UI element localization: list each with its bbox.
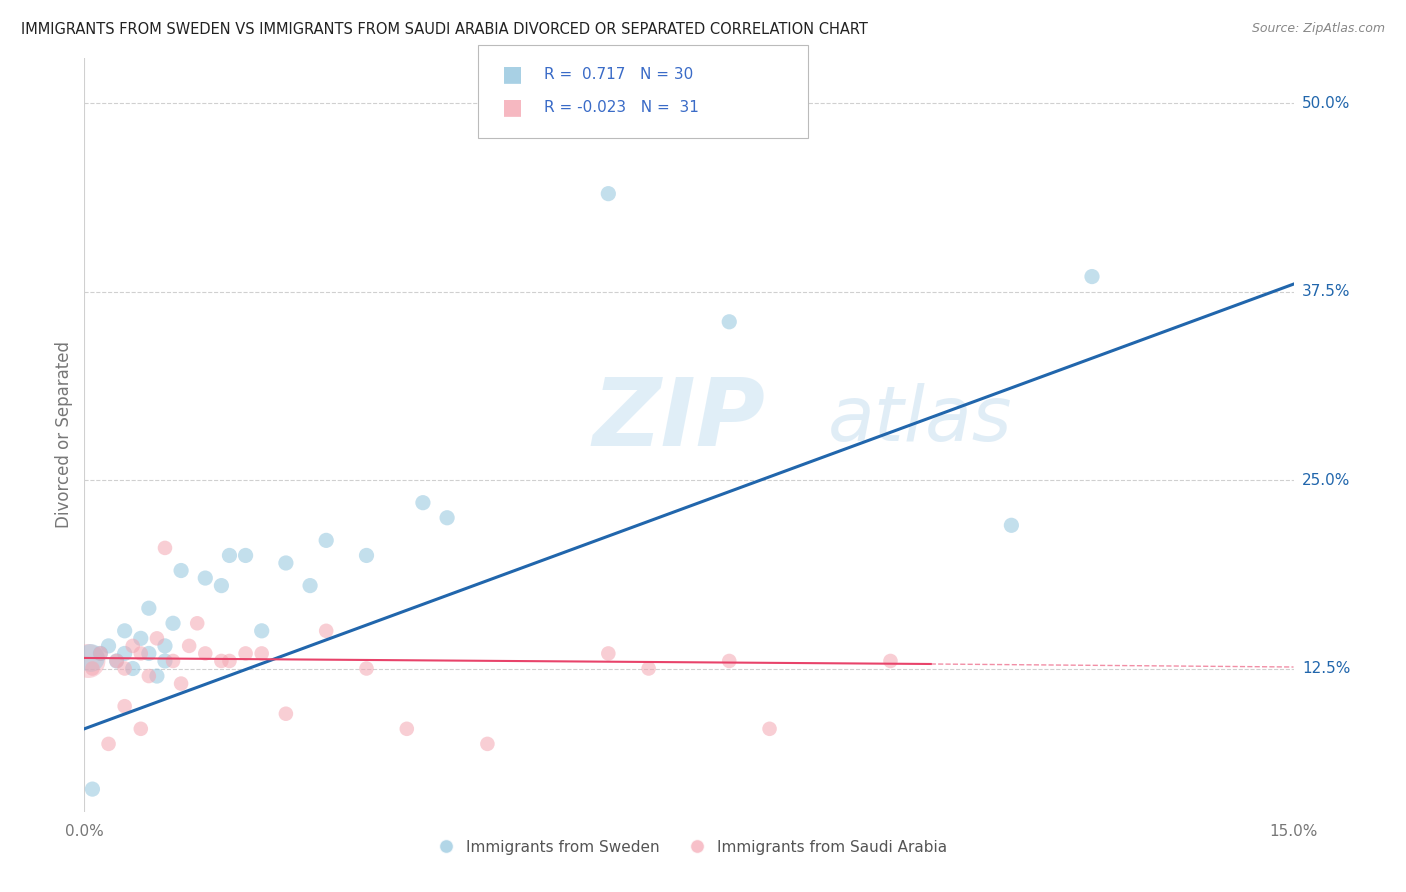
Point bbox=[637, 661, 659, 675]
Point bbox=[194, 571, 217, 585]
Text: ■: ■ bbox=[502, 97, 523, 117]
Point bbox=[97, 639, 120, 653]
Point bbox=[153, 639, 176, 653]
Point bbox=[209, 654, 232, 668]
Point bbox=[758, 722, 780, 736]
Point bbox=[1081, 269, 1104, 284]
Point bbox=[146, 669, 169, 683]
Point bbox=[146, 632, 169, 646]
Point bbox=[179, 639, 201, 653]
Point bbox=[356, 661, 378, 675]
Point bbox=[114, 624, 136, 638]
Point bbox=[436, 510, 458, 524]
Point bbox=[138, 601, 160, 615]
Text: ZIP: ZIP bbox=[592, 374, 765, 466]
Point bbox=[598, 647, 620, 661]
Legend: Immigrants from Sweden, Immigrants from Saudi Arabia: Immigrants from Sweden, Immigrants from … bbox=[425, 833, 953, 861]
Point bbox=[194, 647, 217, 661]
Point bbox=[77, 654, 100, 668]
Text: ■: ■ bbox=[502, 64, 523, 84]
Text: 12.5%: 12.5% bbox=[1302, 661, 1350, 676]
Point bbox=[89, 647, 111, 661]
Point bbox=[299, 578, 322, 592]
Point bbox=[477, 737, 499, 751]
Point bbox=[82, 782, 104, 797]
Point bbox=[412, 496, 434, 510]
Point bbox=[114, 699, 136, 714]
Point bbox=[114, 647, 136, 661]
Point bbox=[1000, 518, 1022, 533]
Point bbox=[82, 661, 104, 675]
Text: R = -0.023   N =  31: R = -0.023 N = 31 bbox=[544, 100, 699, 114]
Text: atlas: atlas bbox=[828, 383, 1012, 457]
Text: 37.5%: 37.5% bbox=[1302, 285, 1350, 299]
Point bbox=[718, 654, 741, 668]
Point bbox=[121, 661, 143, 675]
Point bbox=[138, 669, 160, 683]
Point bbox=[209, 578, 232, 592]
Point bbox=[598, 186, 620, 201]
Point bbox=[315, 624, 337, 638]
Point bbox=[315, 533, 337, 548]
Point bbox=[250, 624, 273, 638]
Point bbox=[274, 556, 297, 570]
Point bbox=[356, 549, 378, 563]
Text: 50.0%: 50.0% bbox=[1302, 95, 1350, 111]
Point bbox=[153, 654, 176, 668]
Point bbox=[89, 647, 111, 661]
Point bbox=[250, 647, 273, 661]
Point bbox=[80, 651, 103, 665]
Point bbox=[121, 639, 143, 653]
Point bbox=[170, 676, 193, 690]
Point bbox=[170, 564, 193, 578]
Point bbox=[153, 541, 176, 555]
Text: Source: ZipAtlas.com: Source: ZipAtlas.com bbox=[1251, 22, 1385, 36]
Point bbox=[129, 647, 152, 661]
Point bbox=[186, 616, 208, 631]
Point bbox=[162, 616, 184, 631]
Point bbox=[218, 549, 240, 563]
Point bbox=[395, 722, 418, 736]
Point bbox=[274, 706, 297, 721]
Point bbox=[97, 737, 120, 751]
Point bbox=[235, 549, 257, 563]
Point bbox=[718, 315, 741, 329]
Y-axis label: Divorced or Separated: Divorced or Separated bbox=[55, 342, 73, 528]
Point bbox=[105, 654, 128, 668]
Point bbox=[114, 661, 136, 675]
Point bbox=[162, 654, 184, 668]
Point bbox=[138, 647, 160, 661]
Point bbox=[218, 654, 240, 668]
Text: R =  0.717   N = 30: R = 0.717 N = 30 bbox=[544, 67, 693, 81]
Point bbox=[129, 632, 152, 646]
Point bbox=[105, 654, 128, 668]
Point bbox=[235, 647, 257, 661]
Text: 25.0%: 25.0% bbox=[1302, 473, 1350, 488]
Text: IMMIGRANTS FROM SWEDEN VS IMMIGRANTS FROM SAUDI ARABIA DIVORCED OR SEPARATED COR: IMMIGRANTS FROM SWEDEN VS IMMIGRANTS FRO… bbox=[21, 22, 868, 37]
Point bbox=[129, 722, 152, 736]
Point bbox=[879, 654, 901, 668]
